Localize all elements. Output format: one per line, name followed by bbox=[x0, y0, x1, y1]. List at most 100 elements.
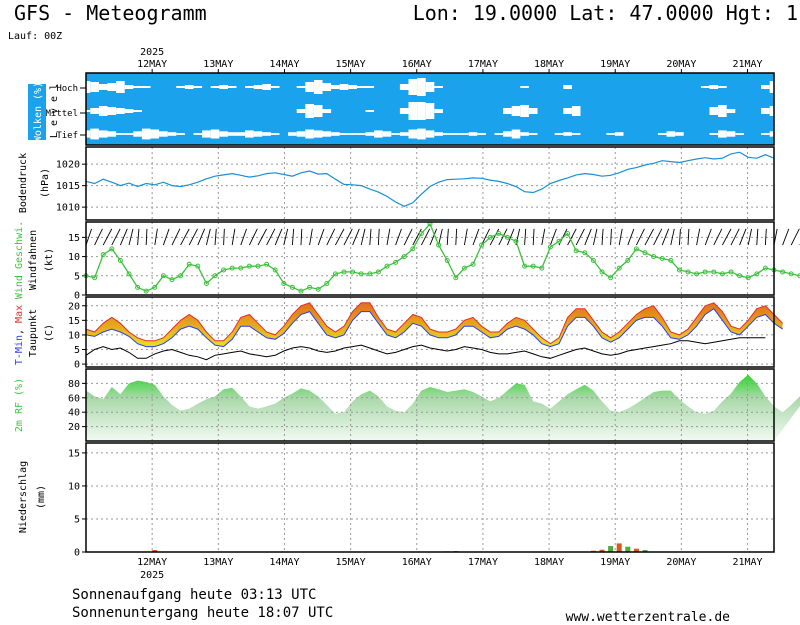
cloud-cell bbox=[253, 131, 263, 137]
pressure-axis-label: Bodendruck bbox=[18, 153, 29, 213]
wind-speed-point bbox=[410, 246, 416, 252]
wind-speed-point bbox=[599, 269, 605, 275]
cloud-cell bbox=[296, 109, 306, 113]
cloud-level-label: Mittel bbox=[45, 109, 78, 119]
wind-speed-axis-label: Wind Geschwi. bbox=[14, 221, 25, 299]
temperature-tick-label: 10 bbox=[68, 330, 80, 341]
precip-bar bbox=[633, 548, 639, 552]
temperature-tick-label: 5 bbox=[74, 345, 80, 356]
cloud-cell bbox=[528, 108, 538, 114]
wind-speed-point bbox=[625, 257, 631, 263]
cloud-band-tief bbox=[81, 128, 779, 140]
cloud-cell bbox=[236, 132, 246, 136]
cloud-cell bbox=[124, 133, 134, 135]
precip-bar bbox=[625, 546, 631, 552]
cloud-cell bbox=[417, 78, 426, 96]
wind-tick-label: 15 bbox=[68, 233, 80, 244]
wind-barb bbox=[661, 228, 670, 246]
cloud-cell bbox=[365, 132, 375, 136]
wind-speed-point bbox=[496, 231, 502, 237]
wind-barb bbox=[223, 228, 225, 246]
wind-barb bbox=[102, 228, 113, 246]
wind-speed-point bbox=[109, 246, 115, 252]
wind-barb bbox=[420, 228, 431, 246]
wind-barb bbox=[644, 228, 654, 246]
vertical-gridlines bbox=[151, 222, 749, 295]
cloud-cell bbox=[494, 133, 504, 135]
cloud-cell bbox=[468, 132, 478, 136]
cloud-cell bbox=[434, 86, 443, 88]
cloud-cell bbox=[210, 86, 220, 88]
cloud-cell bbox=[399, 108, 409, 114]
wind-speed-markers bbox=[83, 221, 800, 294]
wind-speed-point bbox=[590, 257, 596, 263]
cloud-cell bbox=[313, 130, 323, 138]
wind-barb bbox=[352, 228, 360, 246]
wind-speed-point bbox=[160, 273, 166, 279]
vertical-gridlines bbox=[151, 369, 749, 441]
wind-barb bbox=[128, 228, 134, 246]
cloud-cell bbox=[107, 131, 117, 137]
cloud-cell bbox=[253, 85, 263, 89]
wind-speed-point bbox=[238, 265, 244, 271]
vertical-gridlines bbox=[151, 147, 749, 220]
date-label-bottom: 18MAY bbox=[534, 557, 564, 568]
wind-speed-point bbox=[255, 263, 261, 269]
cloud-cell bbox=[322, 109, 332, 113]
cloud-cell bbox=[116, 81, 125, 93]
wind-speed-point bbox=[341, 269, 347, 275]
vertical-gridlines bbox=[151, 443, 749, 552]
wind-speed-point bbox=[453, 275, 459, 281]
page-title: GFS - Meteogramm bbox=[14, 1, 207, 25]
wind-barb bbox=[369, 228, 372, 246]
wind-barb bbox=[360, 228, 366, 246]
wind-speed-point bbox=[642, 250, 648, 256]
cloud-cell bbox=[761, 133, 770, 135]
cloud-cell bbox=[709, 133, 719, 135]
wind-speed-point bbox=[126, 271, 132, 277]
temperature-axis-label: T-Min, Max bbox=[14, 305, 25, 365]
wind-speed-point bbox=[504, 234, 510, 240]
cloud-cell bbox=[425, 103, 435, 119]
wind-barb bbox=[782, 228, 790, 246]
wind-speed-point bbox=[530, 263, 536, 269]
cloud-cell bbox=[98, 106, 108, 116]
wind-speed-point bbox=[152, 284, 158, 290]
cloud-cell bbox=[159, 131, 168, 137]
wind-barb bbox=[335, 228, 345, 246]
wind-barb bbox=[429, 228, 438, 246]
wind-speed-point bbox=[616, 265, 622, 271]
wind-barb bbox=[283, 228, 289, 246]
cloud-cell bbox=[511, 106, 521, 116]
wind-speed-point bbox=[711, 269, 717, 275]
precip-bar bbox=[616, 543, 622, 552]
wind-speed-point bbox=[246, 263, 252, 269]
precip-tick-label: 10 bbox=[68, 481, 80, 492]
date-label-bottom: 17MAY bbox=[468, 557, 498, 568]
wind-speed-point bbox=[565, 231, 571, 237]
wind-tick-label: 0 bbox=[74, 291, 80, 302]
wind-barb bbox=[111, 228, 121, 246]
precip-bar bbox=[608, 546, 614, 552]
cloud-band-mittel bbox=[81, 102, 779, 120]
wind-barb bbox=[498, 228, 508, 246]
wind-barb bbox=[205, 228, 211, 246]
cloud-cell bbox=[520, 86, 529, 88]
cloud-cell bbox=[460, 133, 469, 135]
wind-barb bbox=[584, 228, 592, 246]
cloud-cell bbox=[245, 86, 254, 88]
humidity-axis-label: 2m RF (%) bbox=[14, 378, 25, 432]
date-label-bottom: 13MAY bbox=[203, 557, 233, 568]
precip-bar bbox=[152, 550, 158, 552]
sunset-info: Sonnenuntergang heute 18:07 UTC bbox=[72, 605, 334, 621]
cloud-cell bbox=[133, 110, 142, 112]
wind-barb bbox=[713, 228, 723, 246]
wind-speed-point bbox=[479, 242, 485, 248]
cloud-cell bbox=[193, 133, 203, 135]
humidity-frame bbox=[85, 368, 775, 442]
date-label-bottom: 14MAY bbox=[269, 557, 299, 568]
temperature-unit-label: (C) bbox=[44, 324, 55, 342]
wind-speed-point bbox=[401, 254, 407, 260]
cloud-cell bbox=[528, 133, 538, 135]
